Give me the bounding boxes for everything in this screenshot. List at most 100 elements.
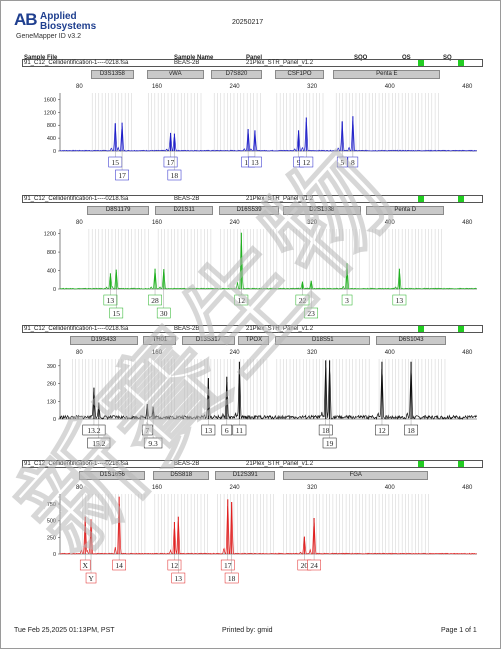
allele-label-box	[87, 437, 111, 449]
sample-row-4	[22, 460, 483, 468]
quality-sq-4	[458, 461, 464, 467]
marker-fga[interactable]: FGA	[283, 471, 429, 480]
allele-label: 12	[171, 561, 179, 570]
footer-timestamp: Tue Feb 25,2025 01:13PM, PST	[14, 627, 115, 634]
marker-d16s539[interactable]: D16S539	[219, 206, 280, 215]
allele-label: 11	[236, 426, 243, 435]
product-name: GeneMapper ID v3.2	[16, 33, 81, 40]
marker-d12s391[interactable]: D12S391	[215, 471, 276, 480]
x-tick-label: 480	[462, 350, 473, 356]
allele-label-box	[103, 294, 118, 306]
allele-label-box	[167, 169, 182, 181]
electropherogram-3: 80 160 240 320 400 480 0 130 260 390 13.2 15.2 7 9.3 1…	[47, 350, 477, 449]
col-panel: Panel	[246, 55, 263, 61]
marker-d21s11[interactable]: D21S11	[155, 206, 214, 215]
y-tick-label: 130	[47, 399, 56, 405]
allele-label: 13.2	[87, 426, 100, 435]
allele-label: 18	[171, 171, 179, 180]
electropherogram-4: 80 160 240 320 400 480 0 250 500 750 XY 14 12 13 17 18 2…	[47, 485, 477, 584]
panel-name-1: 21Plex_STR_Panel_v1.2	[246, 60, 314, 66]
x-tick-label: 240	[230, 84, 241, 90]
allele-label: 19	[326, 439, 334, 448]
allele-label-box	[221, 424, 233, 436]
allele-label-box	[148, 294, 162, 306]
allele-label-box	[143, 437, 163, 449]
panel-name-3: 21Plex_STR_Panel_v1.2	[246, 326, 314, 332]
y-tick-label: 250	[47, 535, 56, 541]
allele-label: 7	[145, 426, 149, 435]
allele-label-box	[224, 572, 239, 584]
allele-label: 17	[118, 171, 126, 180]
allele-label-box	[171, 572, 186, 584]
allele-label: 5	[340, 158, 344, 167]
quality-sq-3	[458, 326, 464, 332]
x-tick-label: 80	[76, 220, 83, 226]
marker-penta-e[interactable]: Penta E	[333, 70, 441, 79]
allele-label-box	[295, 294, 310, 306]
allele-label-box	[347, 156, 359, 168]
allele-label: 15	[112, 158, 120, 167]
marker-th01[interactable]: TH01	[143, 336, 177, 345]
allele-label: 18	[407, 426, 415, 435]
x-tick-label: 320	[307, 84, 318, 90]
marker-d7s820[interactable]: D7S820	[211, 70, 262, 79]
col-sample-name: Sample Name	[174, 55, 214, 61]
logo-text: Applied Biosystems	[40, 11, 97, 32]
allele-label-box	[336, 156, 348, 168]
allele-label-box	[220, 559, 235, 571]
allele-label: 12	[378, 426, 386, 435]
allele-label: 17	[224, 561, 232, 570]
y-tick-label: 1600	[44, 97, 56, 103]
marker-d1s1656[interactable]: D1S1656	[79, 471, 146, 480]
marker-d8s1179[interactable]: D8S1179	[87, 206, 150, 215]
marker-penta-d[interactable]: Penta D	[366, 206, 445, 215]
x-tick-label: 160	[152, 485, 163, 491]
allele-label: 9	[297, 158, 301, 167]
footer-page: Page 1 of 1	[441, 627, 477, 634]
col-sample-file: Sample File	[24, 55, 58, 61]
allele-label: 15.2	[92, 439, 105, 448]
allele-label: 13	[175, 574, 183, 583]
allele-label: 14	[115, 561, 123, 570]
allele-label: 22	[299, 296, 307, 305]
x-tick-label: 320	[307, 485, 318, 491]
y-tick-label: 390	[47, 364, 56, 370]
allele-label-box	[82, 424, 106, 436]
y-tick-label: 0	[53, 552, 56, 558]
sample-row-2	[22, 195, 483, 203]
marker-csf1po[interactable]: CSF1PO	[275, 70, 324, 79]
y-tick-label: 400	[47, 136, 56, 142]
allele-label-box	[115, 169, 129, 181]
marker-d5s818[interactable]: D5S818	[153, 471, 210, 480]
allele-label: 17	[167, 158, 175, 167]
allele-label-box	[79, 559, 91, 571]
x-tick-label: 320	[307, 220, 318, 226]
allele-label-box	[248, 156, 262, 168]
allele-label: 13	[396, 296, 404, 305]
allele-label-box	[234, 294, 249, 306]
marker-d3s1358[interactable]: D3S1358	[91, 70, 134, 79]
x-tick-label: 480	[462, 84, 473, 90]
marker-d2s1338[interactable]: D2S1338	[283, 206, 361, 215]
allele-label-box	[341, 294, 353, 306]
allele-label-box	[163, 156, 178, 168]
marker-d6s1043[interactable]: D6S1043	[376, 336, 446, 345]
marker-d13s317[interactable]: D13S317	[182, 336, 235, 345]
allele-label: 28	[151, 296, 159, 305]
allele-label: X	[83, 561, 89, 570]
x-tick-label: 80	[76, 350, 83, 356]
marker-vwa[interactable]: vWA	[147, 70, 204, 79]
marker-d19s433[interactable]: D19S433	[69, 336, 138, 345]
panel-name-4: 21Plex_STR_Panel_v1.2	[246, 461, 314, 467]
marker-tpox[interactable]: TPOX	[238, 336, 270, 345]
sample-name-2: BEAS-2B	[174, 196, 200, 202]
sample-file-3: 91_C12_Cellidentification-1----0218.fsa	[24, 326, 129, 332]
y-tick-label: 0	[53, 287, 56, 293]
allele-label-box	[156, 307, 171, 319]
allele-label: Y	[88, 574, 94, 583]
x-tick-label: 240	[230, 220, 241, 226]
report-date: 20250217	[232, 19, 264, 26]
allele-label: 3	[345, 296, 349, 305]
marker-d18s51[interactable]: D18S51	[275, 336, 371, 345]
quality-sq-1	[458, 60, 464, 66]
